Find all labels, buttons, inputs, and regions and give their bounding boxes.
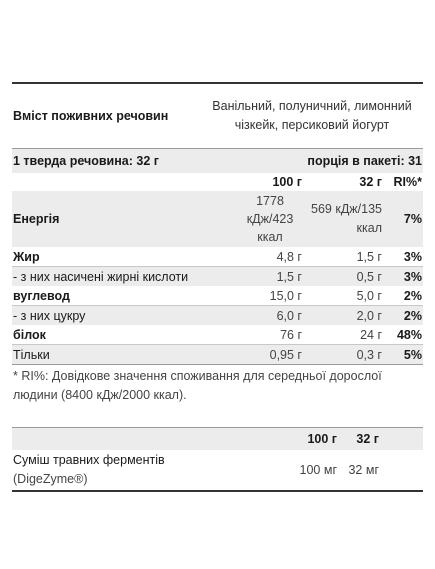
table-row: Тільки 0,95 г 0,3 г 5%	[12, 345, 423, 364]
table-row: вуглевод 15,0 г 5,0 г 2%	[13, 288, 422, 303]
table-row: - з них цукру 6,0 г 2,0 г 2%	[12, 306, 423, 325]
table-row: Жир 4,8 г 1,5 г 3%	[13, 249, 422, 264]
energy-row: Енергія 1778 кДж/423 ккал 569 кДж/135 кк…	[12, 191, 423, 247]
bottom-rule	[12, 490, 423, 492]
ri-footnote: * RI%: Довідкове значення споживання для…	[13, 369, 382, 402]
enzyme-section: 100 г 32 г Суміш травних ферментів (Dige…	[12, 427, 423, 492]
energy-label: Енергія	[13, 212, 60, 226]
servings-per-pack: порція в пакеті: 31	[307, 154, 422, 168]
enzyme-col-per100: 100 г	[307, 432, 337, 446]
enzyme-column-headers: 100 г 32 г	[12, 428, 423, 450]
energy-ri: 7%	[403, 212, 422, 226]
table-row: білок 76 г 24 г 48%	[13, 327, 422, 342]
top-rule	[12, 82, 423, 84]
table-row: - з них насичені жирні кислоти 1,5 г 0,5…	[12, 267, 423, 286]
enzyme-row: Суміш травних ферментів (DigeZyme®) 100 …	[12, 450, 423, 490]
table-header: Вміст поживних речовин Ванільний, полуни…	[12, 84, 423, 148]
col-per32: 32 г	[359, 175, 382, 189]
col-ri: RI%*	[393, 175, 422, 189]
divider	[12, 148, 423, 149]
energy-per100: 1778 кДж/423 ккал	[246, 194, 294, 244]
enzyme-name: Суміш травних ферментів (DigeZyme®)	[13, 453, 165, 486]
energy-per32: 569 кДж/135 ккал	[311, 202, 382, 235]
serving-size: 1 тверда речовина: 32 г	[13, 154, 159, 168]
col-per100: 100 г	[272, 175, 302, 189]
enzyme-per100: 100 мг	[299, 463, 337, 477]
table-title: Вміст поживних речовин	[13, 109, 169, 123]
flavor-list: Ванільний, полуничний, лимонний чізкейк,…	[212, 99, 412, 132]
nutrition-panel: Вміст поживних речовин Ванільний, полуни…	[12, 82, 423, 492]
column-headers: 100 г 32 г RI%*	[12, 173, 423, 191]
enzyme-per32: 32 мг	[348, 463, 379, 477]
enzyme-col-per32: 32 г	[356, 432, 379, 446]
serving-row: 1 тверда речовина: 32 г порція в пакеті:…	[12, 149, 423, 173]
